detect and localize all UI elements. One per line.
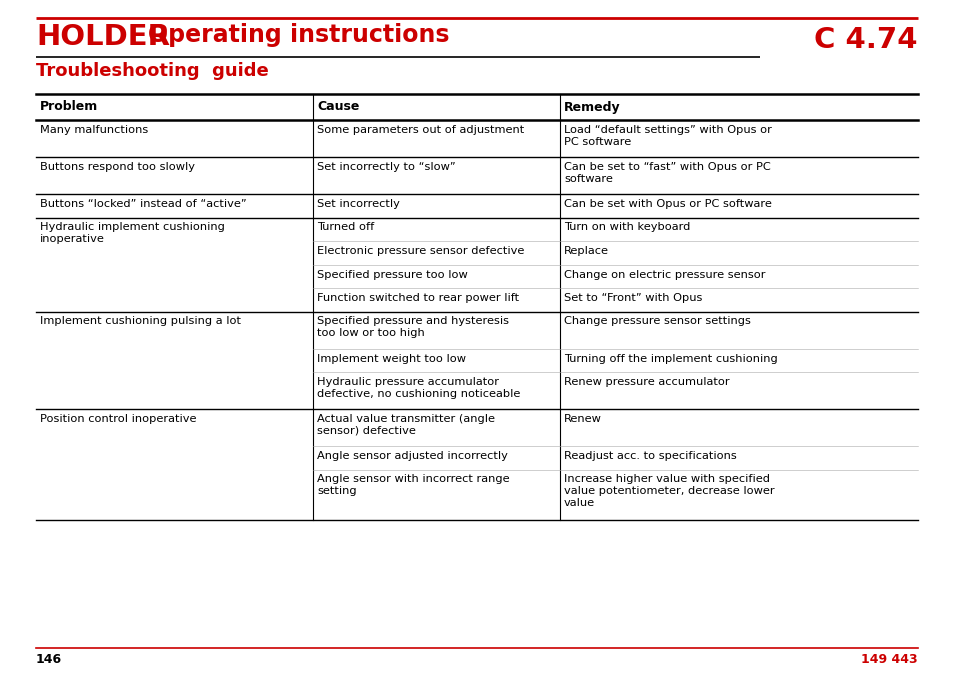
Text: Position control inoperative: Position control inoperative [40,414,196,424]
Text: Set to “Front” with Opus: Set to “Front” with Opus [563,293,701,303]
Text: Renew: Renew [563,414,601,424]
Text: Load “default settings” with Opus or
PC software: Load “default settings” with Opus or PC … [563,125,771,147]
Text: Buttons respond too slowly: Buttons respond too slowly [40,162,194,172]
Text: Set incorrectly: Set incorrectly [316,199,399,209]
Text: Change on electric pressure sensor: Change on electric pressure sensor [563,270,764,280]
Text: Can be set with Opus or PC software: Can be set with Opus or PC software [563,199,771,209]
Text: Specified pressure and hysteresis
too low or too high: Specified pressure and hysteresis too lo… [316,317,509,338]
Text: Can be set to “fast” with Opus or PC
software: Can be set to “fast” with Opus or PC sof… [563,162,770,183]
Text: 146: 146 [36,653,62,666]
Text: Troubleshooting  guide: Troubleshooting guide [36,62,269,80]
Text: Problem: Problem [40,100,98,113]
Text: Hydraulic implement cushioning
inoperative: Hydraulic implement cushioning inoperati… [40,222,225,244]
Text: Replace: Replace [563,246,608,256]
Text: Implement weight too low: Implement weight too low [316,353,465,363]
Text: Some parameters out of adjustment: Some parameters out of adjustment [316,125,524,135]
Text: Hydraulic pressure accumulator
defective, no cushioning noticeable: Hydraulic pressure accumulator defective… [316,377,519,398]
Text: Turned off: Turned off [316,222,374,233]
Text: C 4.74: C 4.74 [814,26,917,54]
Text: Increase higher value with specified
value potentiometer, decrease lower
value: Increase higher value with specified val… [563,474,774,508]
Text: Turn on with keyboard: Turn on with keyboard [563,222,690,233]
Text: Change pressure sensor settings: Change pressure sensor settings [563,317,750,326]
Text: Angle sensor adjusted incorrectly: Angle sensor adjusted incorrectly [316,451,507,461]
Text: Many malfunctions: Many malfunctions [40,125,148,135]
Text: Implement cushioning pulsing a lot: Implement cushioning pulsing a lot [40,317,241,326]
Text: Operating instructions: Operating instructions [148,23,449,47]
Text: Specified pressure too low: Specified pressure too low [316,270,467,280]
Text: Actual value transmitter (angle
sensor) defective: Actual value transmitter (angle sensor) … [316,414,495,435]
Text: Electronic pressure sensor defective: Electronic pressure sensor defective [316,246,524,256]
Text: Cause: Cause [316,100,359,113]
Text: 149 443: 149 443 [861,653,917,666]
Text: Function switched to rear power lift: Function switched to rear power lift [316,293,518,303]
Text: Renew pressure accumulator: Renew pressure accumulator [563,377,729,387]
Text: Turning off the implement cushioning: Turning off the implement cushioning [563,353,777,363]
Text: Angle sensor with incorrect range
setting: Angle sensor with incorrect range settin… [316,474,509,496]
Text: Remedy: Remedy [563,100,620,113]
Text: HOLDER: HOLDER [36,23,170,51]
Text: Readjust acc. to specifications: Readjust acc. to specifications [563,451,736,461]
Text: Buttons “locked” instead of “active”: Buttons “locked” instead of “active” [40,199,247,209]
Text: Set incorrectly to “slow”: Set incorrectly to “slow” [316,162,456,172]
